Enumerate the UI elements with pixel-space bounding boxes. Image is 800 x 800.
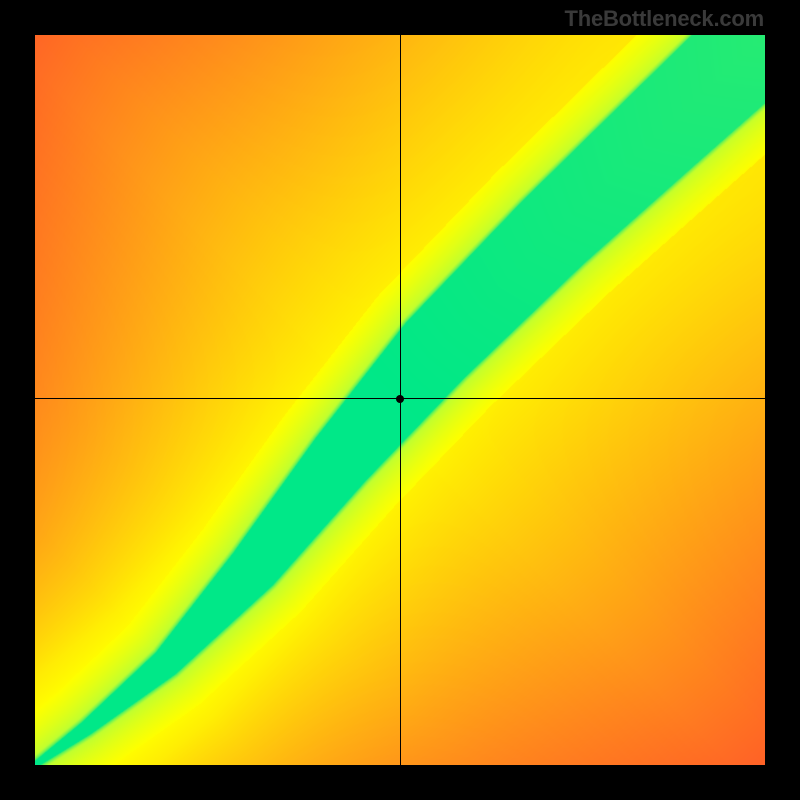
- heatmap-plot: [35, 35, 765, 765]
- crosshair-marker: [396, 395, 404, 403]
- watermark-text: TheBottleneck.com: [564, 6, 764, 32]
